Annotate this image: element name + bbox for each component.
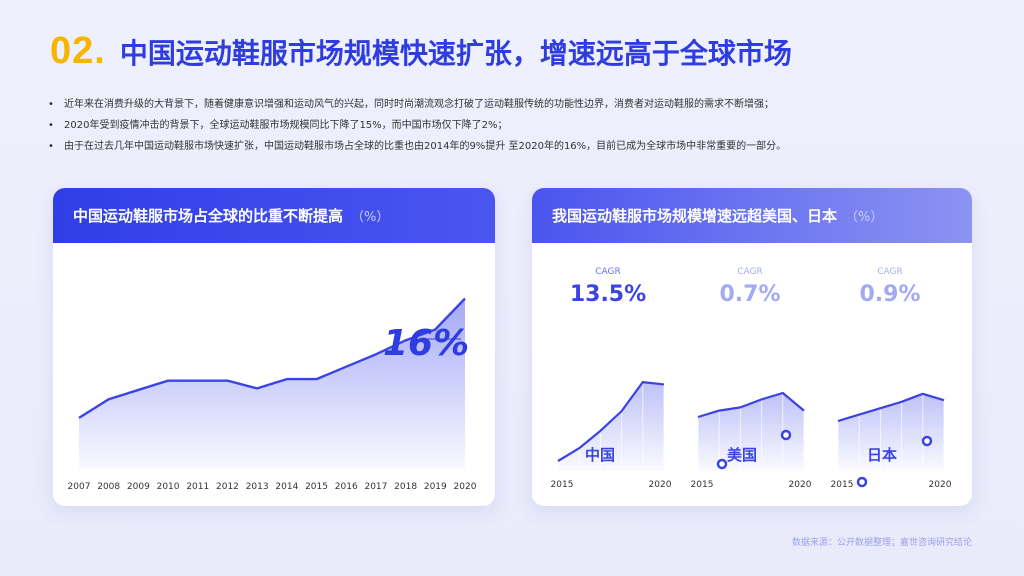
x-tick-label: 2015 xyxy=(305,482,328,492)
x-tick-label: 2015 xyxy=(691,480,714,490)
china-share-card: 中国运动鞋服市场占全球的比重不断提高 （%） 16% 2007 2008 2009 2… xyxy=(53,188,495,506)
bullet-item: • 由于在过去几年中国运动鞋服市场快速扩张，中国运动鞋服市场占全球的比重也由201… xyxy=(48,136,1008,157)
x-tick-label: 2018 xyxy=(394,482,417,492)
cagr-label: CAGR xyxy=(737,267,763,277)
mini-chart-0: CAGR 13.5% 中国 2015 2020 xyxy=(551,267,672,490)
x-tick-label: 2008 xyxy=(97,482,120,492)
decor-dot-icon xyxy=(921,435,933,447)
decor-dot-icon xyxy=(780,429,792,441)
cagr-value: 13.5% xyxy=(570,282,646,307)
mini-chart-2: CAGR 0.9% 日本 2015 2020 xyxy=(831,267,952,490)
x-tick-label: 2007 xyxy=(68,482,91,492)
bullet-dot-icon: • xyxy=(48,120,54,131)
card-title: 我国运动鞋服市场规模增速远超美国、日本 xyxy=(552,207,838,225)
series-line xyxy=(697,391,805,419)
card-unit: （%） xyxy=(351,210,390,225)
x-tick-label: 2020 xyxy=(789,480,812,490)
cagr-value: 0.7% xyxy=(719,282,780,307)
page-title: 02. 中国运动鞋服市场规模快速扩张，增速远高于全球市场 xyxy=(50,30,792,73)
growth-compare-card: 我国运动鞋服市场规模增速远超美国、日本 （%） CAGR 13.5% 中国 2015 2… xyxy=(532,188,972,506)
country-label: 中国 xyxy=(585,446,615,464)
section-title: 中国运动鞋服市场规模快速扩张，增速远高于全球市场 xyxy=(119,37,792,70)
x-tick-label: 2017 xyxy=(364,482,387,492)
decor-dot-icon xyxy=(716,458,728,470)
country-label: 美国 xyxy=(727,446,757,464)
cagr-label: CAGR xyxy=(877,267,903,277)
card-unit: （%） xyxy=(845,210,884,225)
bullet-item: • 近年来在消费升级的大背景下，随着健康意识增强和运动风气的兴起，同时时尚潮流观念… xyxy=(48,94,1008,115)
x-tick-label: 2014 xyxy=(275,482,298,492)
mini-chart-1: CAGR 0.7% 美国 2015 2020 xyxy=(691,267,812,490)
country-label: 日本 xyxy=(867,446,897,464)
x-tick-label: 2019 xyxy=(424,482,447,492)
share-line xyxy=(78,297,466,419)
x-tick-label: 2016 xyxy=(335,482,358,492)
series-line xyxy=(557,381,665,462)
share-area-chart: 16% 2007 2008 2009 2010 2011 2012 2013 2014 2015… xyxy=(68,297,477,492)
x-tick-label: 2015 xyxy=(831,480,854,490)
section-number: 02. xyxy=(50,30,106,72)
cagr-value: 0.9% xyxy=(859,282,920,307)
area-fill xyxy=(698,393,804,471)
card-header: 中国运动鞋服市场占全球的比重不断提高 （%） xyxy=(53,188,495,243)
data-source-note: 数据来源：公开数据整理；嘉世咨询研究结论 xyxy=(791,538,972,548)
card-title: 中国运动鞋服市场占全球的比重不断提高 xyxy=(73,207,344,225)
x-tick-label: 2015 xyxy=(551,480,574,490)
bullet-item: • 2020年受到疫情冲击的背景下，全球运动鞋服市场规模同比下降了15%，而中国市… xyxy=(48,115,1008,136)
card-header: 我国运动鞋服市场规模增速远超美国、日本 （%） xyxy=(532,188,972,243)
x-tick-label: 2009 xyxy=(127,482,150,492)
x-tick-label: 2010 xyxy=(157,482,180,492)
decor-dot-icon xyxy=(856,476,868,488)
x-tick-label: 2011 xyxy=(186,482,209,492)
x-tick-label: 2013 xyxy=(246,482,269,492)
bullet-dot-icon: • xyxy=(48,99,54,110)
x-tick-label: 2020 xyxy=(454,482,477,492)
x-tick-label: 2020 xyxy=(649,480,672,490)
x-tick-label: 2012 xyxy=(216,482,239,492)
bullet-dot-icon: • xyxy=(48,141,54,152)
callout-value: 16% xyxy=(383,323,469,364)
bullet-list: • 近年来在消费升级的大背景下，随着健康意识增强和运动风气的兴起，同时时尚潮流观念… xyxy=(48,94,1008,157)
series-line xyxy=(837,392,945,423)
x-tick-label: 2020 xyxy=(929,480,952,490)
cagr-label: CAGR xyxy=(595,267,621,277)
area-fill xyxy=(558,382,664,471)
